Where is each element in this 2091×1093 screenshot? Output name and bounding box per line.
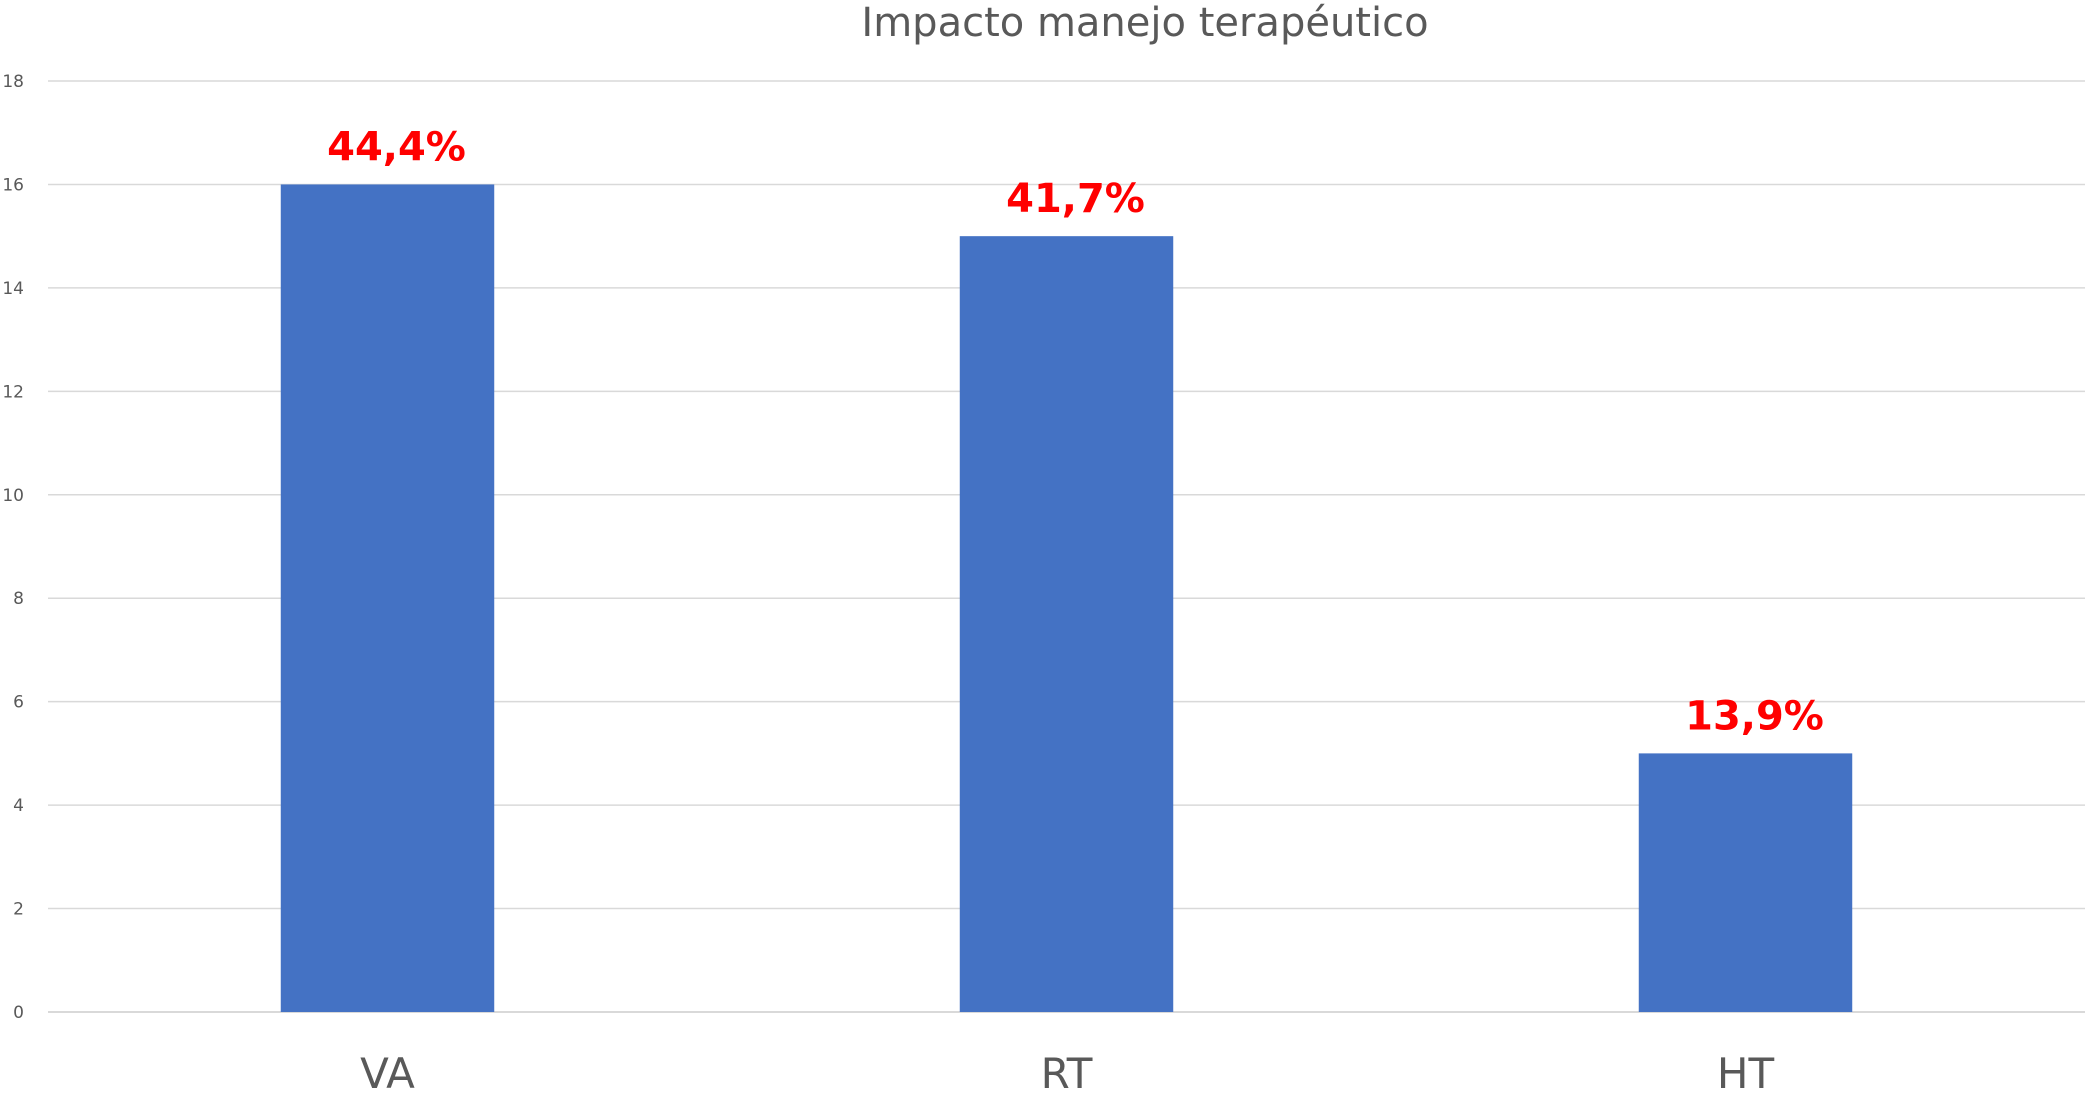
x-tick-label-ht: HT	[1717, 1049, 1775, 1093]
bars	[280, 184, 1853, 1012]
y-tick-label: 18	[2, 72, 24, 92]
data-label-rt: 41,7%	[1006, 176, 1145, 222]
data-label-ht: 13,9%	[1685, 693, 1824, 739]
data-labels: 44,4% 41,7% 13,9%	[327, 124, 1824, 739]
y-tick-label: 4	[13, 796, 24, 816]
y-tick-label: 0	[13, 1003, 24, 1023]
x-axis-ticks: VA RT HT	[360, 1049, 1774, 1093]
y-tick-label: 12	[2, 382, 24, 402]
y-axis-ticks: 0 2 4 6 8 10 12 14 16 18	[2, 72, 24, 1023]
x-tick-label-rt: RT	[1041, 1049, 1093, 1093]
bar-rt	[959, 236, 1174, 1012]
y-tick-label: 16	[2, 175, 24, 195]
x-tick-label-va: VA	[360, 1049, 415, 1093]
y-tick-label: 14	[2, 279, 24, 299]
data-label-va: 44,4%	[327, 124, 466, 170]
y-tick-label: 10	[2, 486, 24, 506]
bar-ht	[1638, 753, 1853, 1012]
chart-title: Impacto manejo terapéutico	[861, 0, 1428, 46]
y-tick-label: 8	[13, 589, 24, 609]
y-tick-label: 2	[13, 900, 24, 920]
bar-va	[280, 184, 495, 1012]
y-tick-label: 6	[13, 693, 24, 713]
